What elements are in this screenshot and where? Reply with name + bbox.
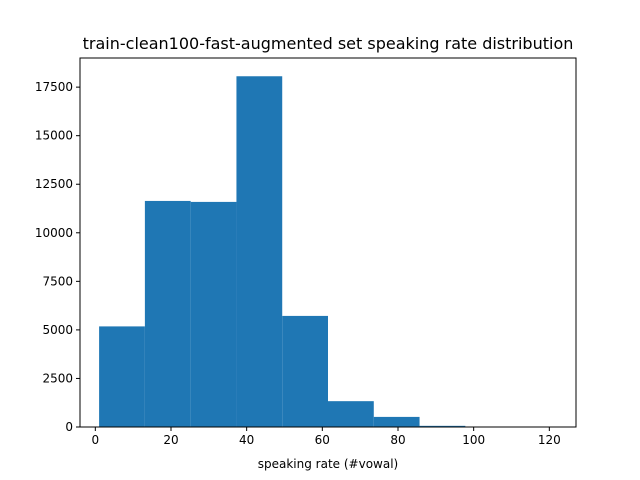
x-tick-label: 100 [462,433,485,447]
histogram-bar [373,416,420,427]
histogram-bar [236,76,283,427]
y-tick-label: 0 [65,420,73,434]
y-tick-label: 15000 [35,129,73,143]
x-tick-label: 120 [538,433,561,447]
histogram-bars [99,76,557,427]
histogram-bar [328,401,374,427]
y-tick-label: 2500 [42,371,73,385]
x-tick-label: 80 [390,433,405,447]
histogram-bar [419,425,466,427]
x-tick-label: 60 [315,433,330,447]
histogram-bar [282,315,328,427]
y-tick-label: 5000 [42,323,73,337]
histogram-bar [190,201,237,427]
chart-title: train-clean100-fast-augmented set speaki… [83,34,574,53]
x-tick-label: 20 [163,433,178,447]
x-axis-ticks: 0 20 40 60 80 100 120 [92,427,561,447]
histogram-bar [99,326,145,427]
histogram-bar [144,200,191,427]
y-tick-label: 7500 [42,274,73,288]
x-axis-label: speaking rate (#vowal) [258,457,398,471]
y-axis-ticks: 0 2500 5000 7500 10000 12500 15000 17500 [35,80,80,434]
x-tick-label: 0 [92,433,100,447]
plot-frame [79,57,577,428]
y-tick-label: 17500 [35,80,73,94]
y-tick-label: 10000 [35,226,73,240]
y-tick-label: 12500 [35,177,73,191]
x-tick-label: 40 [239,433,254,447]
